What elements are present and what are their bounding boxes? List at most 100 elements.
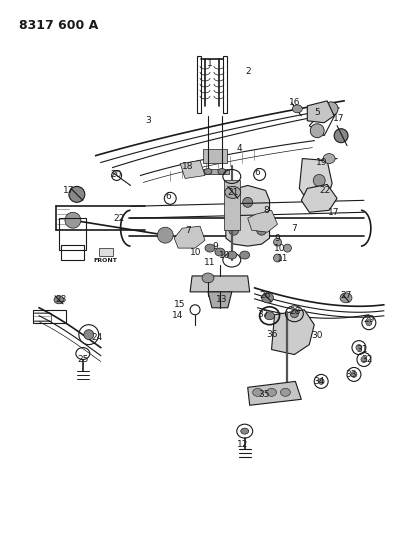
Polygon shape [302,184,337,212]
Text: 12: 12 [237,440,248,449]
Text: 8: 8 [264,206,269,215]
Ellipse shape [65,212,81,228]
Ellipse shape [323,154,335,164]
Text: 34: 34 [313,377,325,386]
Ellipse shape [227,251,237,259]
Text: 37: 37 [257,310,268,319]
Text: 10: 10 [219,251,231,260]
Ellipse shape [257,225,266,235]
Polygon shape [299,158,332,200]
Ellipse shape [225,187,241,198]
Ellipse shape [54,296,64,304]
Text: 3: 3 [146,116,151,125]
Polygon shape [224,181,240,230]
Ellipse shape [229,225,239,235]
Text: 19: 19 [317,158,328,167]
Ellipse shape [284,244,291,252]
Ellipse shape [202,273,214,283]
Text: 25: 25 [77,355,89,364]
Polygon shape [208,292,232,308]
Text: 21: 21 [227,188,239,197]
Ellipse shape [241,428,249,434]
Polygon shape [201,168,229,174]
Text: 10: 10 [190,247,202,256]
Ellipse shape [243,197,253,207]
Text: 6: 6 [165,192,171,201]
Polygon shape [248,382,302,405]
Ellipse shape [361,357,367,362]
Polygon shape [190,276,250,292]
Text: 9: 9 [212,241,218,251]
Ellipse shape [273,238,282,246]
Text: 22: 22 [319,186,331,195]
Text: 10: 10 [274,244,285,253]
Ellipse shape [318,378,324,384]
Text: 27: 27 [340,292,352,301]
Text: 7: 7 [291,224,297,233]
Ellipse shape [157,227,173,243]
Text: 22: 22 [113,214,124,223]
Ellipse shape [264,312,275,320]
Text: 9: 9 [275,233,280,243]
Polygon shape [272,310,314,354]
Text: 4: 4 [237,144,243,153]
Text: 17: 17 [63,186,75,195]
Text: 5: 5 [314,108,320,117]
Ellipse shape [293,105,302,113]
Polygon shape [226,185,270,246]
Polygon shape [307,101,334,123]
Polygon shape [99,248,113,256]
Text: 18: 18 [182,162,194,171]
Ellipse shape [253,389,263,397]
Ellipse shape [215,248,225,256]
Text: 31: 31 [356,345,368,354]
Text: 30: 30 [311,331,323,340]
Ellipse shape [266,389,277,397]
Ellipse shape [324,102,338,116]
Text: 11: 11 [277,254,288,263]
Ellipse shape [366,320,372,326]
Ellipse shape [290,310,298,318]
Text: 13: 13 [216,295,228,304]
Ellipse shape [204,168,212,174]
Polygon shape [180,160,205,179]
Ellipse shape [273,254,282,262]
Text: 35: 35 [258,390,269,399]
Ellipse shape [310,124,324,138]
Ellipse shape [205,244,215,252]
Text: 32: 32 [361,355,373,364]
Ellipse shape [356,345,362,351]
Text: FRONT: FRONT [94,258,118,263]
Text: 23: 23 [55,295,67,304]
Text: 14: 14 [171,311,183,320]
Ellipse shape [240,251,250,259]
Polygon shape [248,211,277,232]
Text: 24: 24 [91,333,102,342]
Text: 17: 17 [328,208,340,217]
Text: 15: 15 [174,300,186,309]
Text: 16: 16 [288,99,300,107]
Text: 7: 7 [185,225,191,235]
Ellipse shape [280,389,290,397]
Ellipse shape [334,129,348,143]
Text: 20: 20 [110,170,121,179]
Text: 33: 33 [345,370,357,379]
Ellipse shape [340,293,352,303]
Text: 17: 17 [333,114,345,123]
Text: 2: 2 [245,67,251,76]
Ellipse shape [262,293,273,303]
Text: 26: 26 [259,292,270,301]
Text: 29: 29 [363,315,375,324]
Text: 28: 28 [290,307,301,316]
Text: 36: 36 [266,330,277,339]
Polygon shape [203,149,227,163]
Ellipse shape [311,187,323,198]
Polygon shape [174,226,205,248]
Text: 8317 600 A: 8317 600 A [19,19,98,33]
Ellipse shape [218,168,226,174]
Ellipse shape [351,372,357,377]
Text: 6: 6 [255,168,260,177]
Text: 11: 11 [204,257,216,266]
Ellipse shape [84,330,94,340]
Ellipse shape [313,174,325,187]
